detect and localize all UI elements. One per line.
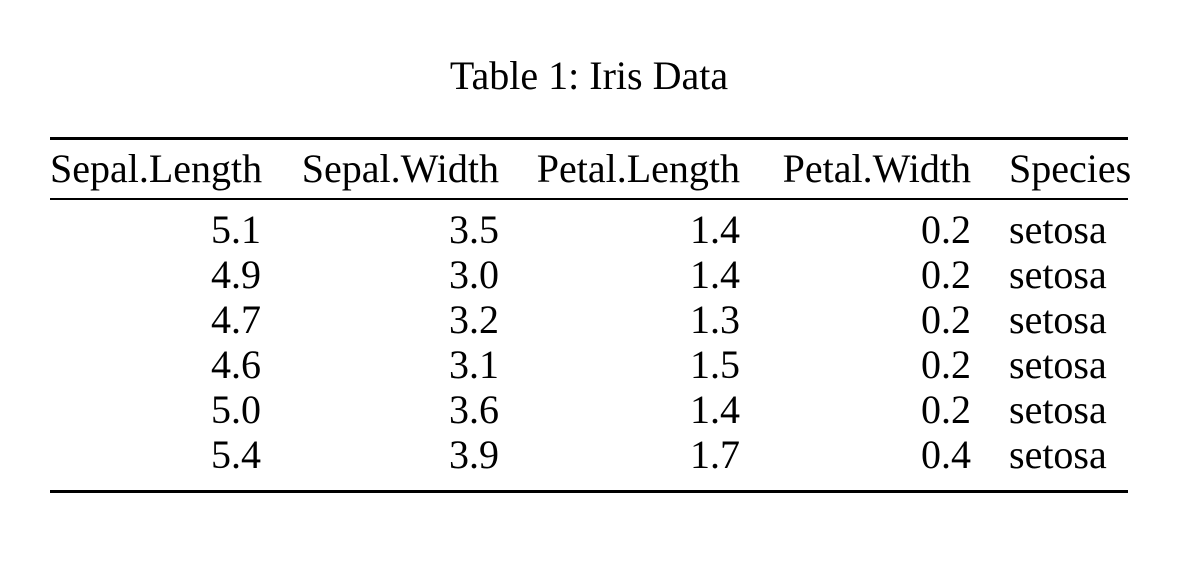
table-cell: 3.9 xyxy=(449,431,499,477)
table-cell: 1.5 xyxy=(690,341,740,387)
table-cell: 4.7 xyxy=(211,296,261,342)
table-row: 4.6 3.1 1.5 0.2 setosa xyxy=(50,342,1128,387)
species-cell: setosa xyxy=(1009,386,1107,432)
table-row: 5.4 3.9 1.7 0.4 setosa xyxy=(50,432,1128,492)
table-cell: 5.4 xyxy=(211,431,261,477)
iris-data-table: Sepal.Length Sepal.Width Petal.Length Pe… xyxy=(50,137,1131,493)
table-body: 5.1 3.5 1.4 0.2 setosa 4.9 3.0 1.4 0.2 s… xyxy=(50,199,1128,492)
table-cell: 3.0 xyxy=(449,251,499,297)
table-row: 5.0 3.6 1.4 0.2 setosa xyxy=(50,387,1128,432)
table-row: 5.1 3.5 1.4 0.2 setosa xyxy=(50,199,1128,252)
table-caption: Table 1: Iris Data xyxy=(449,53,729,98)
table-cell: 0.2 xyxy=(921,206,971,252)
table-cell: 5.0 xyxy=(211,386,261,432)
table-cell: 4.9 xyxy=(211,251,261,297)
table-cell: 0.4 xyxy=(921,431,971,477)
column-header-petal-length: Petal.Length xyxy=(499,138,740,200)
table-cell: 1.4 xyxy=(690,386,740,432)
table-row: 4.7 3.2 1.3 0.2 setosa xyxy=(50,297,1128,342)
table-cell: 1.4 xyxy=(690,206,740,252)
table-cell: 1.7 xyxy=(690,431,740,477)
table-cell: 1.3 xyxy=(690,296,740,342)
table-cell: 0.2 xyxy=(921,341,971,387)
table-cell: 3.6 xyxy=(449,386,499,432)
table-header-row: Sepal.Length Sepal.Width Petal.Length Pe… xyxy=(50,138,1131,200)
column-header-sepal-length: Sepal.Length xyxy=(50,138,262,200)
table-cell: 0.2 xyxy=(921,296,971,342)
species-cell: setosa xyxy=(1009,251,1107,297)
species-cell: setosa xyxy=(1009,296,1107,342)
table-cell: 0.2 xyxy=(921,251,971,297)
species-cell: setosa xyxy=(1009,431,1107,477)
table-cell: 5.1 xyxy=(211,206,261,252)
table-header: Sepal.Length Sepal.Width Petal.Length Pe… xyxy=(50,138,1131,200)
column-header-sepal-width: Sepal.Width xyxy=(261,138,499,200)
column-header-petal-width: Petal.Width xyxy=(740,138,971,200)
column-header-species: Species xyxy=(971,138,1131,200)
species-cell: setosa xyxy=(1009,206,1107,252)
table-row: 4.9 3.0 1.4 0.2 setosa xyxy=(50,252,1128,297)
table-cell: 3.5 xyxy=(449,206,499,252)
table-cell: 3.1 xyxy=(449,341,499,387)
species-cell: setosa xyxy=(1009,341,1107,387)
table-cell: 3.2 xyxy=(449,296,499,342)
table-cell: 1.4 xyxy=(690,251,740,297)
table-cell: 4.6 xyxy=(211,341,261,387)
table-cell: 0.2 xyxy=(921,386,971,432)
